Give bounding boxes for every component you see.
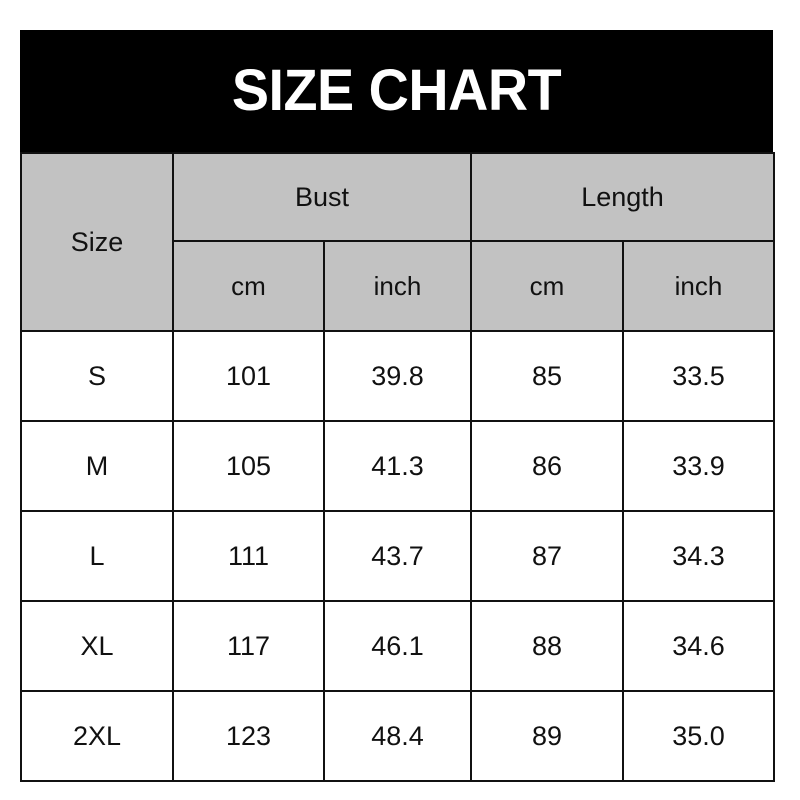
- cell-length-cm: 86: [470, 420, 624, 512]
- cell-length-cm: 88: [470, 600, 624, 692]
- size-chart: SIZE CHART Size Bust Length cm inch cm i…: [20, 30, 775, 782]
- cell-length-inch: 35.0: [622, 690, 775, 782]
- cell-bust-cm: 111: [172, 510, 325, 602]
- cell-bust-inch: 43.7: [323, 510, 472, 602]
- cell-bust-inch: 39.8: [323, 330, 472, 422]
- table-header: Size Bust Length cm inch cm inch: [20, 152, 775, 332]
- cell-length-cm: 89: [470, 690, 624, 782]
- cell-bust-inch: 46.1: [323, 600, 472, 692]
- cell-bust-cm: 101: [172, 330, 325, 422]
- header-row-groups: Size Bust Length: [20, 152, 775, 332]
- column-header-bust: Bust: [172, 152, 472, 242]
- cell-length-inch: 33.5: [622, 330, 775, 422]
- header-row-units: cm inch cm inch: [21, 240, 775, 332]
- title-banner: SIZE CHART: [20, 30, 773, 152]
- size-table: Size Bust Length cm inch cm inch S 101 3…: [20, 152, 775, 782]
- table-row: S 101 39.8 85 33.5: [20, 330, 775, 422]
- cell-length-inch: 34.3: [622, 510, 775, 602]
- cell-size: L: [20, 510, 174, 602]
- table-row: L 111 43.7 87 34.3: [20, 510, 775, 602]
- cell-size: 2XL: [20, 690, 174, 782]
- table-row: M 105 41.3 86 33.9: [20, 420, 775, 512]
- column-header-size: Size: [20, 152, 174, 332]
- cell-length-cm: 85: [470, 330, 624, 422]
- column-header-length-inch: inch: [622, 240, 775, 332]
- table-body: S 101 39.8 85 33.5 M 105 41.3 86 33.9 L …: [20, 330, 775, 782]
- cell-size: M: [20, 420, 174, 512]
- cell-bust-cm: 117: [172, 600, 325, 692]
- column-header-length-cm: cm: [470, 240, 624, 332]
- cell-bust-inch: 48.4: [323, 690, 472, 782]
- cell-bust-cm: 123: [172, 690, 325, 782]
- cell-bust-cm: 105: [172, 420, 325, 512]
- page-title: SIZE CHART: [231, 58, 562, 123]
- table-row: XL 117 46.1 88 34.6: [20, 600, 775, 692]
- table-row: 2XL 123 48.4 89 35.0: [20, 690, 775, 782]
- cell-length-inch: 33.9: [622, 420, 775, 512]
- cell-bust-inch: 41.3: [323, 420, 472, 512]
- column-header-length: Length: [470, 152, 775, 242]
- column-header-bust-inch: inch: [323, 240, 472, 332]
- cell-length-cm: 87: [470, 510, 624, 602]
- cell-size: S: [20, 330, 174, 422]
- cell-size: XL: [20, 600, 174, 692]
- cell-length-inch: 34.6: [622, 600, 775, 692]
- column-header-bust-cm: cm: [172, 240, 325, 332]
